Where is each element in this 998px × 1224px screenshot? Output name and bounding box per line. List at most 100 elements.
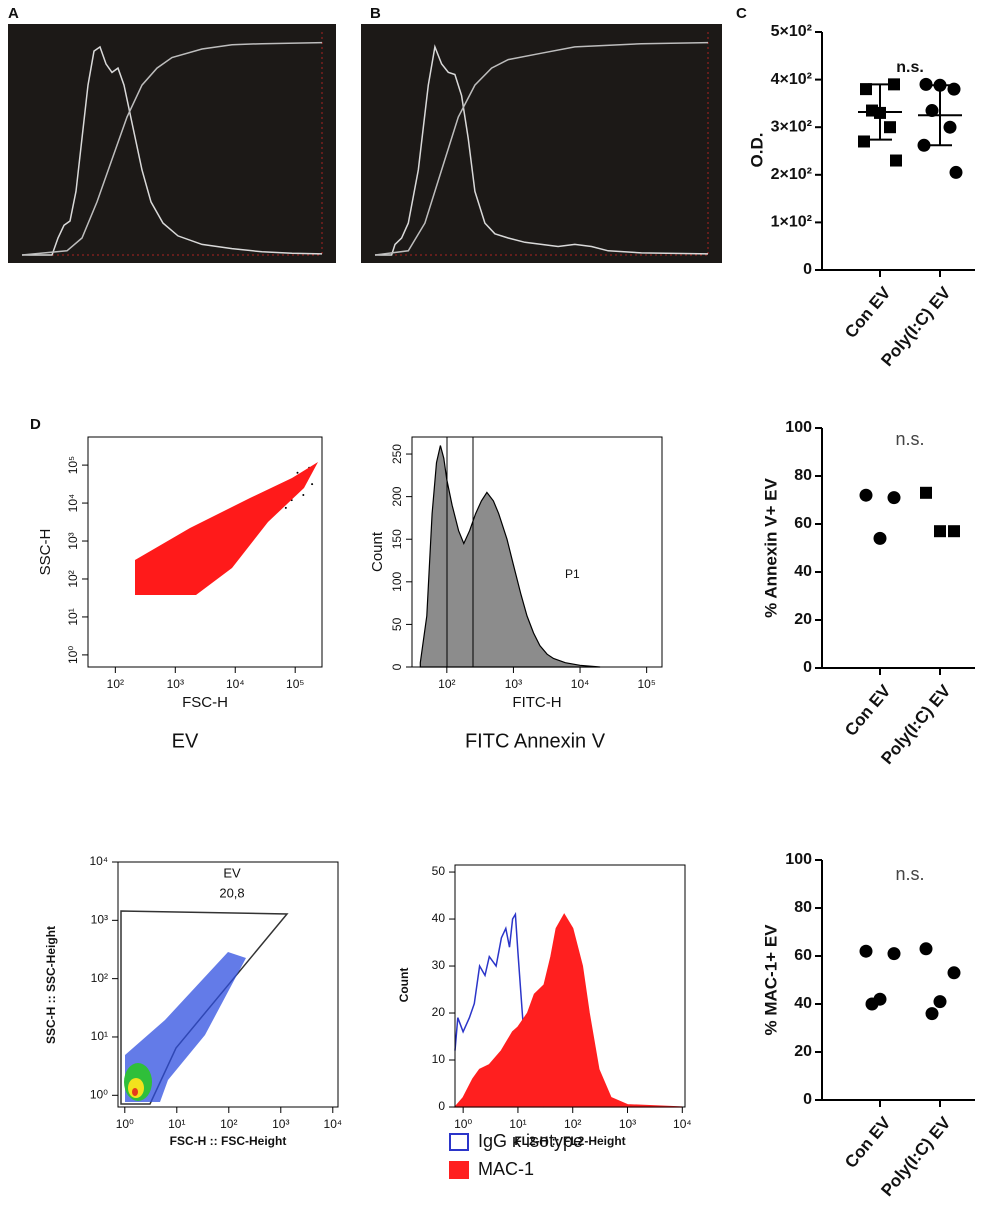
data-point: [887, 491, 901, 505]
data-point: [887, 947, 901, 961]
x-tick-label: 10⁴: [571, 677, 590, 691]
y-tick-label: 10⁰: [90, 1087, 108, 1101]
panel-label: D: [30, 416, 41, 433]
x-tick-label: 10¹: [168, 1117, 185, 1131]
y-tick-label: 4×10²: [771, 71, 812, 88]
x-tick-label: 10⁴: [324, 1117, 343, 1131]
y-tick-label: 50: [390, 617, 404, 631]
plot-background: [361, 24, 722, 263]
data-point: [858, 135, 870, 148]
data-point: [949, 165, 963, 179]
y-axis-label: SSC-H: [37, 529, 54, 576]
x-tick-label: 10³: [505, 677, 522, 691]
x-tick-label: 10⁰: [116, 1117, 134, 1131]
plot-frame: [117, 861, 339, 1108]
annotation: n.s.: [896, 59, 924, 76]
legend-label: IgG κ isotype: [478, 1131, 583, 1151]
histogram-area: [419, 445, 601, 668]
data-point: [860, 83, 872, 96]
x-tick-label: 10⁵: [637, 677, 655, 691]
annotation: P1: [565, 567, 580, 581]
y-tick-label: 40: [432, 911, 446, 925]
series-line: [22, 45, 323, 256]
data-point: [947, 966, 961, 980]
panel-label: C: [736, 5, 747, 22]
y-tick-label: 80: [794, 899, 812, 916]
data-point: [934, 525, 946, 538]
y-tick-label: 0: [803, 1091, 812, 1108]
data-point: [948, 525, 960, 538]
event-cloud: [135, 462, 318, 595]
data-point: [920, 486, 932, 499]
x-tick-label: 10³: [167, 677, 184, 691]
annotation: n.s.: [895, 864, 924, 884]
y-tick-label: 100: [785, 851, 812, 868]
y-tick-label: 10²: [66, 570, 80, 587]
y-tick-label: 3×10²: [771, 118, 812, 135]
event-dot: [296, 471, 299, 474]
data-point: [919, 942, 933, 956]
plot-frame: [411, 436, 663, 668]
y-tick-label: 50: [432, 864, 446, 878]
y-tick-label: 10¹: [91, 1029, 108, 1043]
x-axis-label: FITC-H: [512, 694, 561, 711]
y-tick-label: 10⁰: [66, 646, 80, 664]
x-axis-label: FL2-H :: FL2-Height: [514, 1134, 625, 1148]
y-axis-label: Count: [369, 531, 386, 572]
caption: FITC Annexin V: [465, 730, 606, 752]
y-tick-label: 1×10²: [771, 214, 812, 231]
y-tick-label: 10³: [91, 912, 108, 926]
data-point: [943, 120, 957, 134]
data-point: [888, 78, 900, 91]
legend-label: MAC-1: [478, 1159, 534, 1179]
event-cloud: [125, 952, 246, 1102]
data-point: [866, 104, 878, 117]
legend-swatch: [449, 1161, 469, 1179]
series-line: [375, 44, 709, 256]
y-tick-label: 40: [794, 995, 812, 1012]
y-tick-label: 2×10²: [771, 166, 812, 183]
y-tick-label: 30: [432, 958, 446, 972]
plot-frame: [454, 864, 686, 1108]
y-tick-label: 10⁵: [66, 456, 80, 474]
y-tick-label: 250: [390, 444, 404, 464]
x-tick-label: 10⁴: [226, 677, 245, 691]
data-point: [925, 104, 939, 118]
y-tick-label: 20: [794, 1043, 812, 1060]
x-tick-label: Con EV: [841, 1113, 895, 1172]
x-tick-label: 10⁵: [286, 677, 304, 691]
event-density: [132, 1088, 138, 1096]
event-dot: [311, 483, 314, 486]
y-tick-label: 0: [438, 1099, 445, 1113]
data-point: [859, 488, 873, 502]
y-tick-label: 200: [390, 486, 404, 506]
y-tick-label: 100: [390, 571, 404, 591]
y-tick-label: 80: [794, 467, 812, 484]
y-tick-label: 10¹: [66, 608, 80, 625]
y-axis-label: % Annexin V+ EV: [761, 478, 780, 618]
x-tick-label: 10⁴: [673, 1117, 692, 1131]
event-dot: [302, 494, 305, 497]
y-tick-label: 5×10²: [771, 23, 812, 40]
error-bar: [928, 84, 952, 147]
y-tick-label: 10⁴: [66, 494, 80, 513]
data-point: [933, 995, 947, 1009]
legend-swatch: [449, 1133, 469, 1151]
x-axis-label: FSC-H :: FSC-Height: [170, 1134, 287, 1148]
x-tick-label: 10²: [438, 677, 455, 691]
y-tick-label: 60: [794, 947, 812, 964]
y-tick-label: 40: [794, 563, 812, 580]
data-point: [919, 77, 933, 91]
data-point: [873, 531, 887, 545]
histogram-area: [453, 913, 683, 1108]
x-tick-label: 10⁰: [454, 1117, 472, 1131]
x-tick-label: 10²: [220, 1117, 237, 1131]
panel-label: A: [8, 5, 19, 22]
y-tick-label: 100: [785, 419, 812, 436]
x-axis-label: FSC-H: [182, 694, 228, 711]
data-point: [925, 1007, 939, 1021]
y-axis-label: Count: [397, 968, 411, 1003]
x-tick-label: 10²: [564, 1117, 581, 1131]
data-point: [890, 154, 902, 167]
